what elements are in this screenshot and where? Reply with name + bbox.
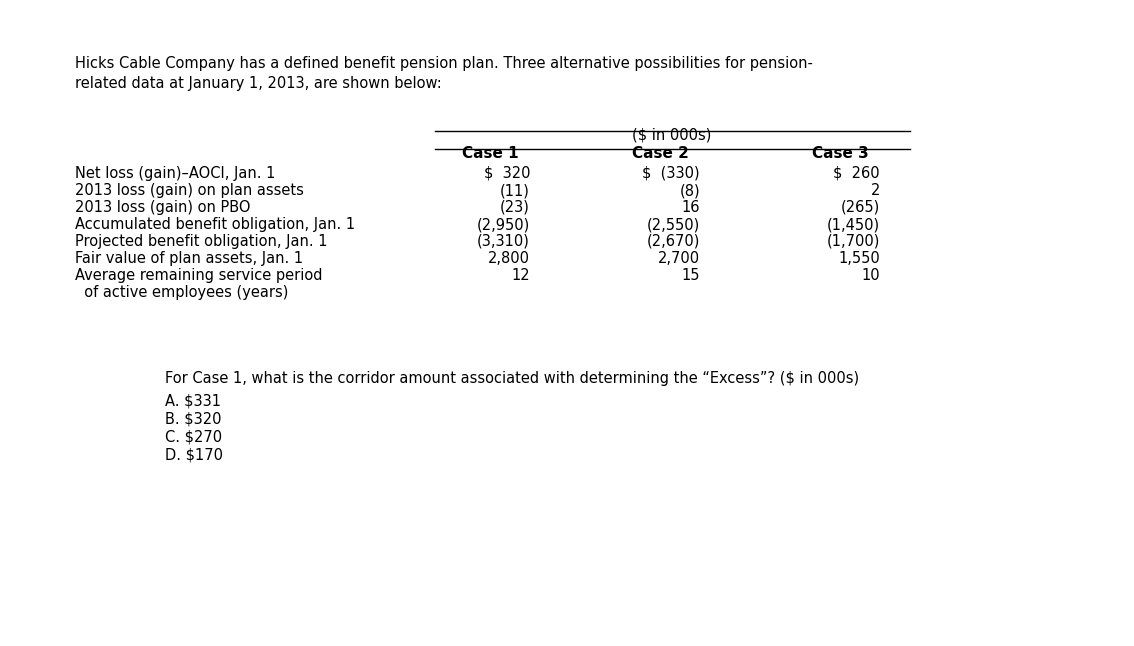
Text: 2: 2: [871, 183, 880, 198]
Text: 2,800: 2,800: [488, 251, 530, 266]
Text: (3,310): (3,310): [477, 234, 530, 249]
Text: (265): (265): [840, 200, 880, 215]
Text: D. $170: D. $170: [166, 448, 223, 463]
Text: Projected benefit obligation, Jan. 1: Projected benefit obligation, Jan. 1: [75, 234, 328, 249]
Text: (2,670): (2,670): [646, 234, 700, 249]
Text: $  320: $ 320: [483, 166, 530, 181]
Text: Accumulated benefit obligation, Jan. 1: Accumulated benefit obligation, Jan. 1: [75, 217, 355, 232]
Text: 16: 16: [682, 200, 700, 215]
Text: B. $320: B. $320: [166, 412, 221, 427]
Text: (2,550): (2,550): [646, 217, 700, 232]
Text: (11): (11): [500, 183, 530, 198]
Text: Fair value of plan assets, Jan. 1: Fair value of plan assets, Jan. 1: [75, 251, 303, 266]
Text: 15: 15: [682, 268, 700, 283]
Text: (2,950): (2,950): [476, 217, 530, 232]
Text: Case 1: Case 1: [462, 146, 518, 161]
Text: (1,450): (1,450): [827, 217, 880, 232]
Text: 10: 10: [862, 268, 880, 283]
Text: Hicks Cable Company has a defined benefit pension plan. Three alternative possib: Hicks Cable Company has a defined benefi…: [75, 56, 813, 71]
Text: $  (330): $ (330): [642, 166, 700, 181]
Text: of active employees (years): of active employees (years): [75, 285, 288, 300]
Text: ($ in 000s): ($ in 000s): [633, 128, 712, 143]
Text: (1,700): (1,700): [827, 234, 880, 249]
Text: (23): (23): [500, 200, 530, 215]
Text: A. $331: A. $331: [166, 394, 221, 409]
Text: For Case 1, what is the corridor amount associated with determining the “Excess”: For Case 1, what is the corridor amount …: [166, 371, 860, 386]
Text: Average remaining service period: Average remaining service period: [75, 268, 322, 283]
Text: (8): (8): [679, 183, 700, 198]
Text: Case 2: Case 2: [632, 146, 688, 161]
Text: 2013 loss (gain) on plan assets: 2013 loss (gain) on plan assets: [75, 183, 304, 198]
Text: Net loss (gain)–AOCI, Jan. 1: Net loss (gain)–AOCI, Jan. 1: [75, 166, 276, 181]
Text: 1,550: 1,550: [838, 251, 880, 266]
Text: Case 3: Case 3: [812, 146, 869, 161]
Text: $  260: $ 260: [833, 166, 880, 181]
Text: related data at January 1, 2013, are shown below:: related data at January 1, 2013, are sho…: [75, 76, 442, 91]
Text: 12: 12: [511, 268, 530, 283]
Text: 2013 loss (gain) on PBO: 2013 loss (gain) on PBO: [75, 200, 251, 215]
Text: 2,700: 2,700: [658, 251, 700, 266]
Text: C. $270: C. $270: [166, 430, 222, 445]
